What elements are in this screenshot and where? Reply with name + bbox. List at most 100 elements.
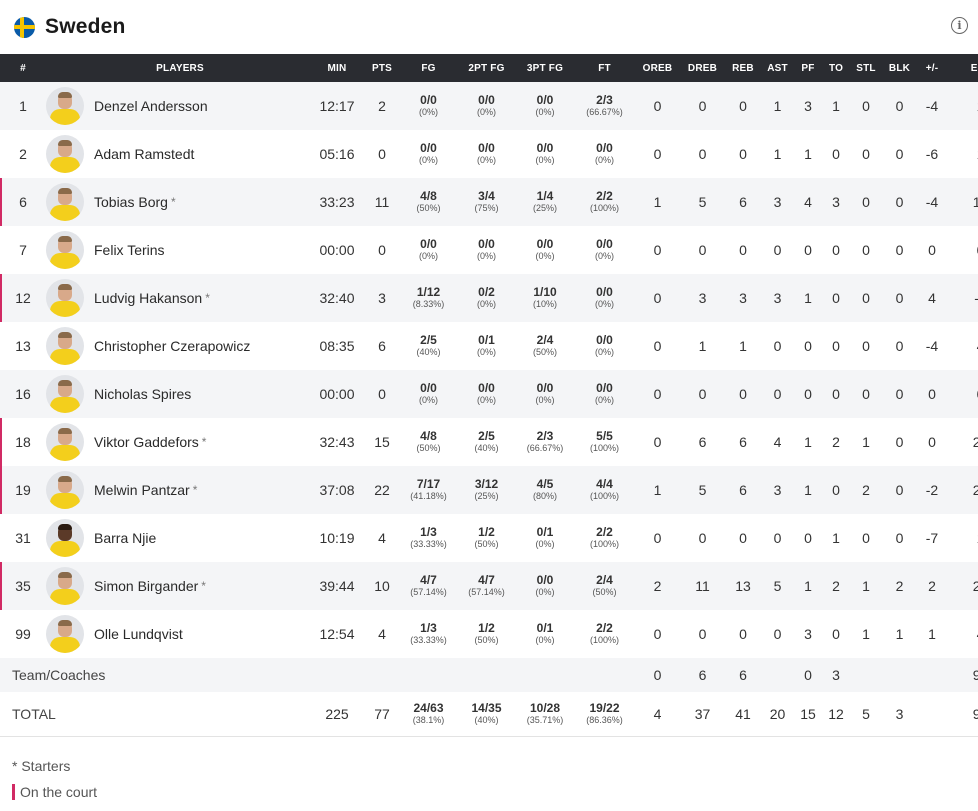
- points: 2: [378, 98, 386, 114]
- player-name[interactable]: Denzel Andersson: [94, 98, 208, 114]
- player-avatar: [46, 471, 84, 509]
- player-row[interactable]: 6 Tobias Borg * 33:23 11 4/8 (50%) 3/4 (75%) 1/4(…: [0, 178, 978, 226]
- total-row: TOTAL 225 77 24/63 (38.1%) 14/35 (40%) 10/28 (35…: [0, 692, 978, 736]
- stat-reb: 13: [735, 578, 751, 594]
- table-body: 1 Denzel Andersson 12:17 2 0/0 (0%) 0/0 (0%) 0/0…: [0, 82, 978, 736]
- player-row[interactable]: 31 Barra Njie 10:19 4 1/3 (33.33%) 1/2 (50%) 0/1…: [0, 514, 978, 562]
- player-name[interactable]: Barra Njie: [94, 530, 157, 546]
- info-icon[interactable]: i: [951, 17, 968, 34]
- player-row[interactable]: 18 Viktor Gaddefors * 32:43 15 4/8 (50%) 2/5 (40…: [0, 418, 978, 466]
- player-cell[interactable]: Olle Lundqvist: [46, 610, 314, 658]
- stat-to: 2: [832, 434, 840, 450]
- player-row[interactable]: 19 Melwin Pantzar * 37:08 22 7/17 (41.18%) 3/12…: [0, 466, 978, 514]
- player-name[interactable]: Christopher Czerapowicz: [94, 338, 251, 354]
- fg-made: 7/17: [416, 477, 441, 491]
- stat-to: 0: [832, 482, 840, 498]
- column-header: REB: [732, 62, 754, 74]
- player-info: Olle Lundqvist: [46, 615, 314, 653]
- player-number: 7: [19, 242, 27, 258]
- player-cell[interactable]: Adam Ramstedt: [46, 130, 314, 178]
- player-name[interactable]: Tobias Borg: [94, 194, 168, 210]
- player-name[interactable]: Olle Lundqvist: [94, 626, 183, 642]
- player-row[interactable]: 2 Adam Ramstedt 05:16 0 0/0 (0%) 0/0 (0%) 0/0 (0%…: [0, 130, 978, 178]
- stat-blk: 0: [895, 146, 904, 162]
- player-cell[interactable]: Barra Njie: [46, 514, 314, 562]
- total-oreb: 4: [653, 705, 662, 722]
- minutes: 32:40: [319, 290, 355, 306]
- free-throws-pct: (0%): [594, 299, 614, 309]
- free-throws-made: 2/2: [596, 525, 613, 539]
- player-cell[interactable]: Denzel Andersson: [46, 82, 314, 130]
- stat-stl: 0: [862, 146, 870, 162]
- free-throws: 0/0 (0%): [570, 274, 639, 322]
- team-coaches-row: Team/Coaches 0 6 6 0 3 92: [0, 658, 978, 692]
- stat-blk: 0: [895, 98, 904, 114]
- two-pt-fg: 3/12 (25%): [453, 466, 520, 514]
- player-row[interactable]: 35 Simon Birgander * 39:44 10 4/7 (57.14%) 4/7(…: [0, 562, 978, 610]
- player-name[interactable]: Felix Terins: [94, 242, 165, 258]
- stat-to: 0: [832, 242, 840, 258]
- stat-pf: 0: [804, 338, 812, 354]
- stat-oreb: 0: [653, 338, 662, 354]
- two-pt-fg-pct: (75%): [474, 203, 499, 213]
- player-cell[interactable]: Felix Terins: [46, 226, 314, 274]
- fg: 0/0 (0%): [404, 370, 453, 418]
- player-name[interactable]: Adam Ramstedt: [94, 146, 195, 162]
- total-label: TOTAL: [12, 705, 56, 722]
- stat-oreb: 0: [653, 98, 662, 114]
- three-pt-fg-made: 0/0: [536, 381, 554, 395]
- free-throws-made: 0/0: [596, 237, 613, 251]
- team-pf: 0: [804, 667, 812, 683]
- player-cell[interactable]: Nicholas Spires: [46, 370, 314, 418]
- player-name[interactable]: Viktor Gaddefors: [94, 434, 199, 450]
- player-name[interactable]: Nicholas Spires: [94, 386, 192, 402]
- player-row[interactable]: 99 Olle Lundqvist 12:54 4 1/3 (33.33%) 1/2 (50%…: [0, 610, 978, 658]
- stat-eff: 4: [943, 322, 978, 370]
- three-pt-fg-pct: (80%): [532, 491, 557, 501]
- player-cell[interactable]: Ludvig Hakanson *: [46, 274, 314, 322]
- three-pt-fg: 0/0 (0%): [520, 370, 570, 418]
- player-info: Denzel Andersson: [46, 87, 314, 125]
- player-cell[interactable]: Viktor Gaddefors *: [46, 418, 314, 466]
- stat-ast: 4: [773, 434, 782, 450]
- player-cell[interactable]: Melwin Pantzar *: [46, 466, 314, 514]
- player-name[interactable]: Ludvig Hakanson: [94, 290, 203, 306]
- fg-pct: (33.33%): [410, 635, 447, 645]
- stat-to: 1: [832, 530, 840, 546]
- player-name[interactable]: Simon Birgander: [94, 578, 199, 594]
- stat-to: 0: [832, 290, 840, 306]
- player-row[interactable]: 13 Christopher Czerapowicz 08:35 6 2/5 (40%) 0…: [0, 322, 978, 370]
- starter-mark: *: [170, 195, 176, 209]
- column-header: MIN: [327, 62, 347, 74]
- stat-oreb: 0: [653, 626, 662, 642]
- player-number: 6: [0, 178, 46, 226]
- stat-stl: 0: [862, 338, 870, 354]
- team-ast: [757, 658, 798, 692]
- two-pt-fg-made: 0/1: [478, 333, 495, 347]
- three-pt-fg-made: 1/10: [533, 285, 557, 299]
- stat-reb: 0: [739, 626, 747, 642]
- player-cell[interactable]: Simon Birgander *: [46, 562, 314, 610]
- player-cell[interactable]: Christopher Czerapowicz: [46, 322, 314, 370]
- player-cell[interactable]: Tobias Borg *: [46, 178, 314, 226]
- two-pt-fg-pct: (0%): [476, 155, 496, 165]
- player-row[interactable]: 7 Felix Terins 00:00 0 0/0 (0%) 0/0 (0%) 0/0 (0%)…: [0, 226, 978, 274]
- stat-blk: 0: [895, 386, 904, 402]
- player-row[interactable]: 12 Ludvig Hakanson * 32:40 3 1/12 (8.33%) 0/2 (0…: [0, 274, 978, 322]
- stat-oreb: 0: [653, 434, 662, 450]
- two-pt-fg: 0/2 (0%): [453, 274, 520, 322]
- player-avatar: [46, 231, 84, 269]
- column-header: BLK: [888, 62, 911, 74]
- stat-dreb: 0: [698, 530, 707, 546]
- free-throws-made: 4/4: [596, 477, 613, 491]
- stat-reb: 6: [739, 194, 747, 210]
- player-avatar: [46, 135, 84, 173]
- player-name[interactable]: Melwin Pantzar: [94, 482, 190, 498]
- player-row[interactable]: 16 Nicholas Spires 00:00 0 0/0 (0%) 0/0 (0%) 0/0…: [0, 370, 978, 418]
- total-blk: 3: [895, 705, 904, 722]
- two-pt-fg-made: 3/4: [478, 189, 495, 203]
- fg-pct: (33.33%): [410, 539, 447, 549]
- stat-blk: 0: [895, 530, 904, 546]
- minutes: 05:16: [319, 146, 355, 162]
- player-row[interactable]: 1 Denzel Andersson 12:17 2 0/0 (0%) 0/0 (0%) 0/0…: [0, 82, 978, 130]
